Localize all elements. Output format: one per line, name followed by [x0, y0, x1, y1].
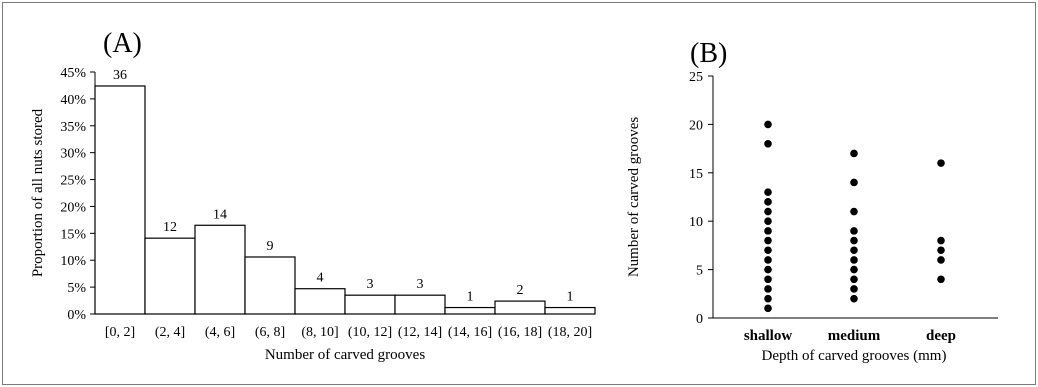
panel-b-y-tick-label: 0	[696, 312, 703, 327]
panel-a-bar-value-label: 1	[567, 290, 574, 305]
panel-b-point	[937, 246, 945, 255]
panel-a-bar	[244, 256, 296, 315]
panel-a-x-tick-label: (8, 10]	[301, 325, 338, 340]
panel-a-bar	[94, 85, 146, 315]
panel-b-point	[850, 256, 858, 264]
panel-a-bar-value-label: 36	[113, 68, 127, 83]
panel-b-x-ticks: shallow medium deep	[744, 328, 956, 344]
panel-b-point	[937, 256, 945, 264]
panel-a-y-ticks: 0% 5% 10% 15% 20% 25% 30% 35% 40% 45%	[60, 66, 95, 323]
panel-b-x-tick-label: shallow	[744, 328, 793, 344]
panel-a-x-tick-label: (10, 12]	[348, 325, 392, 340]
panel-a-bar	[444, 306, 496, 315]
panel-a-y-axis-label: Proportion of all nuts stored	[30, 108, 46, 277]
panel-b-point	[764, 227, 772, 235]
panel-b-point	[850, 285, 858, 293]
panel-b-y-tick-label: 20	[689, 118, 703, 133]
panel-b-point	[850, 294, 858, 303]
panel-b-point	[850, 236, 858, 245]
panel-b-scatter-chart: (B) 0 5 10 15 20 25 shallow medium deep Depth o…	[626, 38, 998, 364]
panel-a-y-tick-label: 25%	[60, 174, 86, 189]
panel-a-bar	[544, 306, 596, 315]
panel-b-y-ticks: 0 5 10 15 20 25	[689, 70, 713, 327]
panel-a-y-tick-label: 30%	[60, 147, 86, 162]
panel-a-x-tick-label: (4, 6]	[205, 325, 235, 340]
panel-b-y-tick-label: 10	[689, 215, 703, 230]
panel-a-bar-value-label: 2	[517, 283, 524, 298]
panel-b-x-axis-label: Depth of carved grooves (mm)	[762, 348, 947, 364]
panel-b-y-axis-label: Number of carved grooves	[626, 117, 642, 278]
panel-b-point	[937, 159, 945, 167]
panel-a-x-tick-label: [0, 2]	[105, 325, 135, 340]
panel-b-y-tick-label: 25	[689, 70, 703, 85]
panel-a-bar	[294, 288, 346, 315]
panel-b-point	[764, 120, 772, 129]
panel-b-point	[764, 265, 772, 274]
panel-a-bar	[394, 294, 446, 315]
panel-a-bar	[494, 300, 546, 315]
panel-a-bar-value-label: 3	[367, 277, 374, 292]
panel-b-point	[850, 246, 858, 255]
panel-a-y-tick-label: 40%	[60, 93, 86, 108]
panel-b-point	[764, 275, 772, 284]
panel-b-point	[764, 198, 772, 206]
panel-a-y-tick-label: 15%	[60, 227, 86, 242]
panel-a-y-tick-label: 35%	[60, 120, 86, 135]
panel-b-point	[850, 265, 858, 274]
panel-a-bars	[94, 85, 596, 315]
panel-a-bar-value-label: 4	[317, 271, 324, 286]
panel-a-y-tick-label: 10%	[60, 254, 86, 269]
panel-a-label: (A)	[103, 28, 142, 59]
panel-b-point	[850, 178, 858, 187]
panel-b-point	[850, 275, 858, 284]
panel-b-point	[764, 304, 772, 313]
panel-a-bar-value-label: 1	[467, 290, 474, 305]
panel-a-x-tick-label: (2, 4]	[155, 325, 185, 340]
panel-a-x-tick-label: (14, 16]	[448, 325, 492, 340]
panel-b-point	[764, 256, 772, 264]
panel-a-bar	[194, 224, 246, 315]
panel-a-x-tick-label: (6, 8]	[255, 325, 285, 340]
panel-b-x-tick-label: deep	[926, 328, 956, 344]
panel-b-point	[764, 294, 772, 303]
panel-a-y-tick-label: 45%	[60, 66, 86, 81]
panel-a-bar-value-label: 14	[213, 207, 227, 222]
panel-a-bar-value-label: 12	[163, 220, 177, 235]
panel-a-y-tick-label: 20%	[60, 200, 86, 215]
panel-a-bar-value-label: 3	[417, 277, 424, 292]
panel-a-bar	[144, 237, 196, 315]
panel-a-bar	[344, 294, 396, 315]
panel-b-point	[937, 275, 945, 284]
panel-a-x-ticks: [0, 2] (2, 4] (4, 6] (6, 8] (8, 10] (10, 12] (…	[105, 325, 592, 340]
panel-b-point	[764, 139, 772, 148]
panel-b-point	[937, 236, 945, 245]
panel-b-y-tick-label: 15	[689, 167, 703, 182]
panel-a-x-tick-label: (18, 20]	[548, 325, 592, 340]
panel-a-x-tick-label: (16, 18]	[498, 325, 542, 340]
panel-b-point	[850, 149, 858, 158]
panel-b-point	[764, 285, 772, 293]
panel-b-y-tick-label: 5	[696, 264, 703, 279]
panel-a-bar-chart: (A) 0%5%10%15%20%25%30%35%40%45% 3612149…	[30, 28, 596, 363]
panel-b-label: (B)	[690, 38, 727, 69]
panel-b-point	[764, 188, 772, 196]
panel-a-x-axis-label: Number of carved grooves	[265, 347, 426, 363]
panel-b-point	[764, 236, 772, 245]
panel-b-x-tick-label: medium	[828, 328, 881, 344]
panel-b-point	[850, 207, 858, 216]
panel-b-point	[764, 246, 772, 255]
panel-a-x-tick-label: (12, 14]	[398, 325, 442, 340]
panel-a-y-tick-label: 5%	[67, 281, 86, 296]
panel-b-point	[764, 207, 772, 216]
panel-b-point	[850, 227, 858, 235]
panel-a-bar-value-label: 9	[267, 239, 274, 254]
panel-b-points	[764, 120, 945, 313]
panel-a-y-tick-label: 0%	[67, 308, 86, 323]
panel-b-point	[764, 217, 772, 225]
